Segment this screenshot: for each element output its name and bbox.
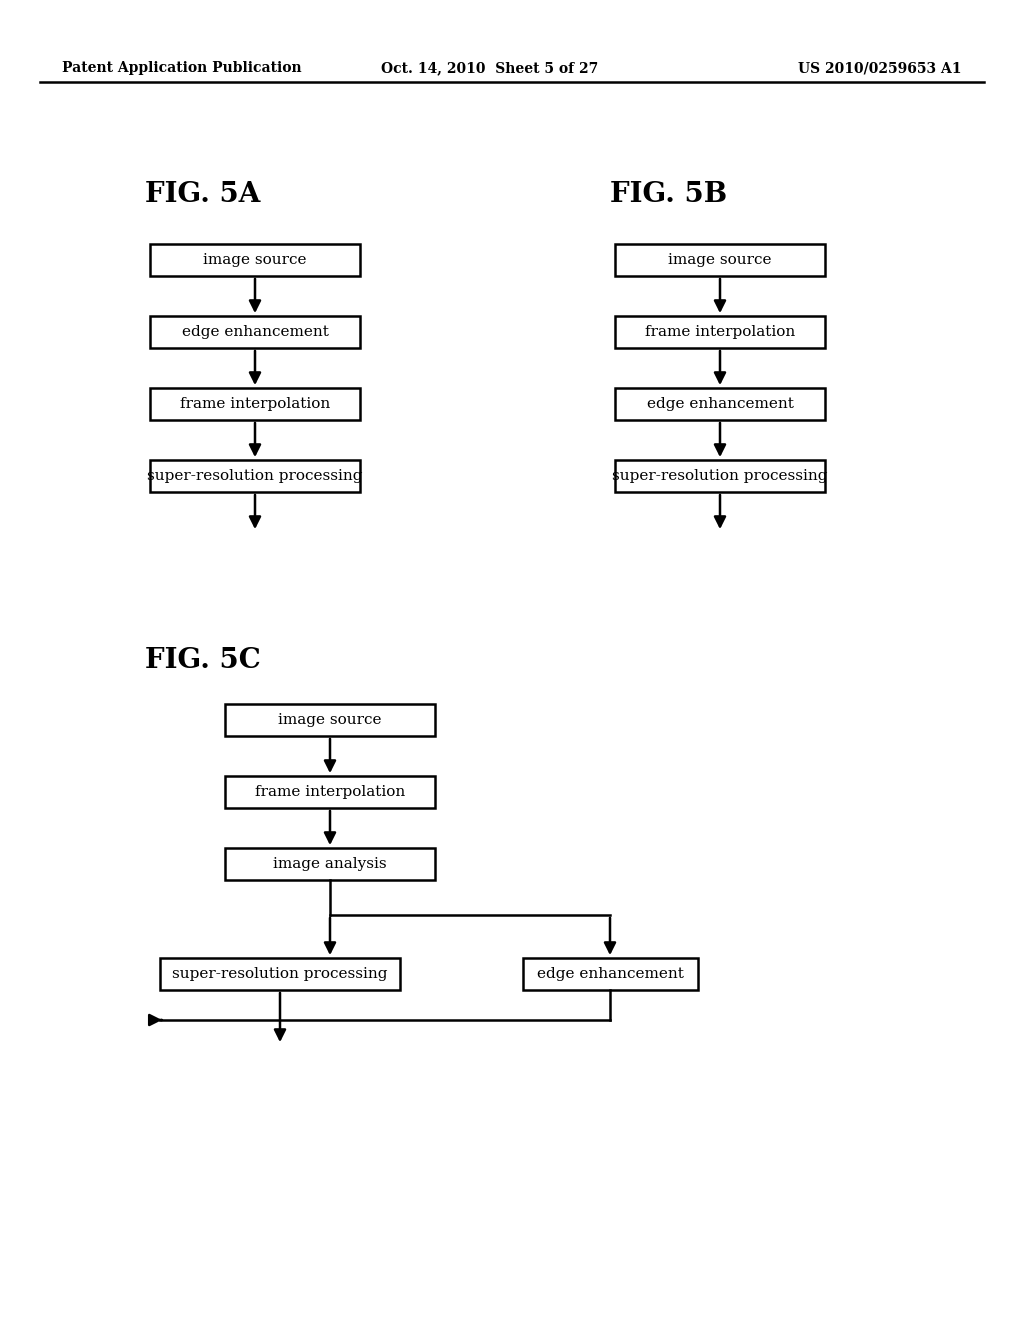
Text: edge enhancement: edge enhancement bbox=[181, 325, 329, 339]
Text: edge enhancement: edge enhancement bbox=[646, 397, 794, 411]
Bar bbox=[160, 958, 400, 990]
Bar bbox=[615, 244, 825, 276]
Text: image source: image source bbox=[279, 713, 382, 727]
Bar bbox=[225, 776, 435, 808]
Text: Patent Application Publication: Patent Application Publication bbox=[62, 61, 302, 75]
Text: frame interpolation: frame interpolation bbox=[645, 325, 795, 339]
Text: Oct. 14, 2010  Sheet 5 of 27: Oct. 14, 2010 Sheet 5 of 27 bbox=[381, 61, 599, 75]
Text: super-resolution processing: super-resolution processing bbox=[612, 469, 827, 483]
Bar bbox=[615, 388, 825, 420]
Bar bbox=[150, 315, 360, 348]
Text: super-resolution processing: super-resolution processing bbox=[147, 469, 362, 483]
Text: US 2010/0259653 A1: US 2010/0259653 A1 bbox=[799, 61, 962, 75]
Text: frame interpolation: frame interpolation bbox=[180, 397, 330, 411]
Bar bbox=[225, 704, 435, 737]
Bar bbox=[615, 315, 825, 348]
Text: image source: image source bbox=[203, 253, 307, 267]
Bar bbox=[225, 847, 435, 880]
Bar bbox=[150, 388, 360, 420]
Text: FIG. 5C: FIG. 5C bbox=[145, 647, 261, 673]
Text: FIG. 5B: FIG. 5B bbox=[610, 181, 727, 209]
Text: FIG. 5A: FIG. 5A bbox=[145, 181, 260, 209]
Text: image analysis: image analysis bbox=[273, 857, 387, 871]
Bar bbox=[150, 459, 360, 492]
Text: edge enhancement: edge enhancement bbox=[537, 968, 683, 981]
Bar bbox=[615, 459, 825, 492]
Text: image source: image source bbox=[669, 253, 772, 267]
Text: super-resolution processing: super-resolution processing bbox=[172, 968, 388, 981]
Text: frame interpolation: frame interpolation bbox=[255, 785, 406, 799]
Bar bbox=[522, 958, 697, 990]
Bar bbox=[150, 244, 360, 276]
